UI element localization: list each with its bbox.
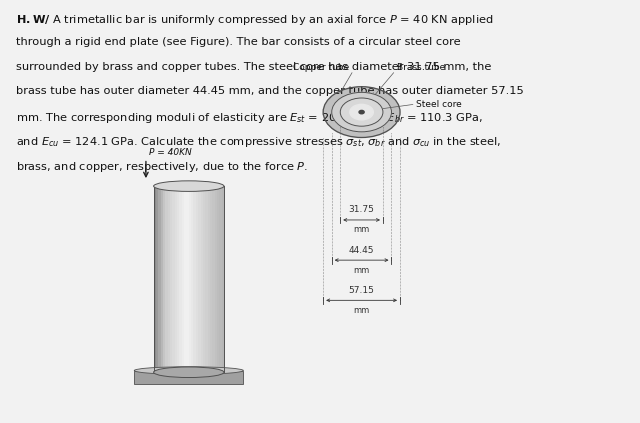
Bar	[189, 186, 191, 372]
Bar	[175, 186, 177, 372]
Bar	[196, 186, 198, 372]
Bar	[217, 186, 220, 372]
Text: 57.15: 57.15	[349, 286, 374, 295]
Bar	[186, 186, 189, 372]
Bar	[158, 186, 161, 372]
Bar	[205, 186, 207, 372]
Text: surrounded by brass and copper tubes. The steel core has diameter 31.75 mm, the: surrounded by brass and copper tubes. Th…	[16, 62, 492, 72]
Text: 31.75: 31.75	[349, 206, 374, 214]
Bar	[154, 186, 224, 372]
Bar	[177, 186, 179, 372]
Circle shape	[332, 92, 392, 132]
Text: 44.45: 44.45	[349, 246, 374, 255]
Bar	[134, 371, 243, 384]
Circle shape	[350, 104, 373, 120]
Text: Steel core: Steel core	[416, 100, 461, 109]
Bar	[170, 186, 172, 372]
Bar	[193, 186, 196, 372]
Text: mm. The corresponding moduli of elasticity are $E_{st}$ = 206.8 GPa, $E_{br}$ = : mm. The corresponding moduli of elastici…	[16, 111, 483, 125]
Bar	[220, 186, 221, 372]
Text: mm: mm	[353, 225, 370, 234]
Bar	[184, 186, 186, 372]
Bar	[156, 186, 158, 372]
Bar	[210, 186, 212, 372]
Ellipse shape	[134, 367, 243, 374]
Bar	[154, 186, 156, 372]
Bar	[221, 186, 224, 372]
Bar	[198, 186, 200, 372]
Ellipse shape	[154, 181, 224, 191]
Text: mm: mm	[353, 266, 370, 275]
Bar	[200, 186, 203, 372]
Bar	[172, 186, 175, 372]
Bar	[161, 186, 163, 372]
Text: through a rigid end plate (see Figure). The bar consists of a circular steel cor: through a rigid end plate (see Figure). …	[16, 37, 461, 47]
Circle shape	[323, 87, 400, 137]
Text: and $E_{cu}$ = 124.1 GPa. Calculate the compressive stresses $\sigma_{st}$, $\si: and $E_{cu}$ = 124.1 GPa. Calculate the …	[16, 135, 501, 149]
Bar	[207, 186, 210, 372]
Bar	[203, 186, 205, 372]
Bar	[179, 186, 182, 372]
Bar	[182, 186, 184, 372]
Text: mm: mm	[353, 306, 370, 315]
Circle shape	[359, 110, 364, 114]
Bar	[191, 186, 193, 372]
Text: Copper tube: Copper tube	[292, 63, 349, 72]
Text: brass, and copper, respectively, due to the force $P$.: brass, and copper, respectively, due to …	[16, 160, 308, 174]
Text: brass tube has outer diameter 44.45 mm, and the copper tube has outer diameter 5: brass tube has outer diameter 44.45 mm, …	[16, 86, 524, 96]
Circle shape	[340, 98, 383, 126]
Bar	[165, 186, 168, 372]
Text: $\bf{H.W/}$ A trimetallic bar is uniformly compressed by an axial force $P$ = 40: $\bf{H.W/}$ A trimetallic bar is uniform…	[16, 13, 493, 27]
Text: P = 40KN: P = 40KN	[149, 148, 192, 157]
Bar	[168, 186, 170, 372]
Ellipse shape	[154, 367, 224, 378]
Bar	[163, 186, 165, 372]
Bar	[214, 186, 217, 372]
Text: Brass tube: Brass tube	[397, 63, 445, 72]
Bar	[212, 186, 214, 372]
